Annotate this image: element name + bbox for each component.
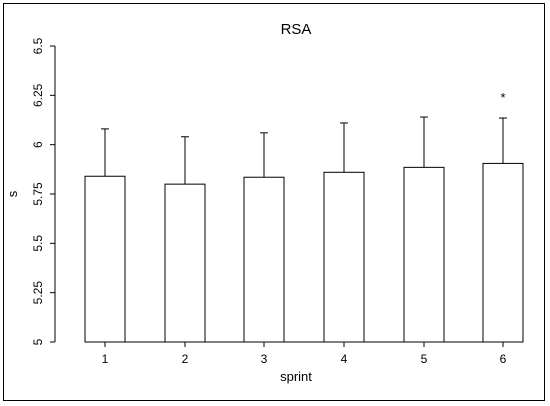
y-tick-label: 5.25: [31, 281, 45, 305]
y-axis: 5 5.25 5.5 5.75 6 6.25 6.5: [31, 37, 56, 345]
bars: *: [84, 90, 524, 343]
y-tick-label: 6.25: [31, 83, 45, 107]
bar: [403, 166, 445, 343]
y-tick-label: 5: [31, 338, 45, 345]
bar: [323, 171, 365, 343]
x-tick-label: 3: [261, 352, 268, 366]
x-axis: 1 2 3 4 5 6: [102, 341, 507, 366]
x-tick-label: 1: [102, 352, 109, 366]
x-axis-label: sprint: [280, 369, 312, 384]
y-tick-label: 5.5: [31, 235, 45, 252]
bar: [164, 183, 206, 343]
bar: [482, 162, 524, 343]
x-tick-label: 2: [182, 352, 189, 366]
bar: [84, 175, 126, 343]
x-tick-label: 5: [421, 352, 428, 366]
x-tick-label: 4: [341, 352, 348, 366]
chart-title: RSA: [281, 21, 312, 38]
significance-marker: *: [500, 90, 505, 105]
x-tick-label: 6: [500, 352, 507, 366]
y-tick-label: 6: [31, 141, 45, 148]
y-axis-label: s: [5, 190, 20, 197]
y-tick-label: 5.75: [31, 182, 45, 206]
bar: [243, 176, 285, 343]
y-tick-label: 6.5: [31, 37, 45, 54]
